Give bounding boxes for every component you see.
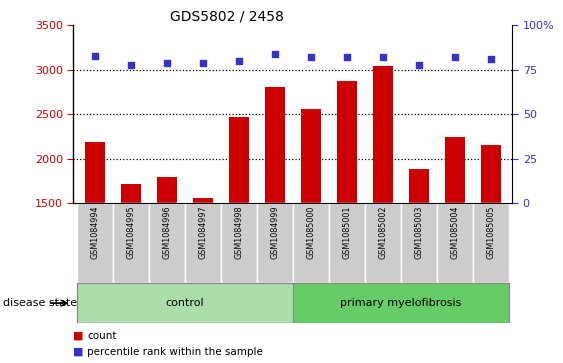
- Bar: [473, 203, 509, 283]
- Bar: [401, 203, 437, 283]
- Bar: [481, 146, 501, 203]
- Bar: [437, 203, 473, 283]
- Bar: [293, 203, 329, 283]
- Text: control: control: [166, 298, 204, 308]
- Bar: [185, 203, 221, 283]
- Bar: [113, 203, 149, 283]
- Text: GSM1084994: GSM1084994: [90, 206, 99, 259]
- Point: [306, 54, 315, 60]
- Point: [162, 60, 171, 66]
- Text: GSM1084995: GSM1084995: [126, 206, 135, 259]
- Point: [414, 62, 423, 68]
- Bar: [329, 203, 365, 283]
- Bar: [193, 198, 213, 203]
- Text: GSM1084996: GSM1084996: [162, 206, 171, 259]
- Text: GSM1084997: GSM1084997: [198, 206, 207, 259]
- Point: [450, 54, 459, 60]
- Text: primary myelofibrosis: primary myelofibrosis: [340, 298, 462, 308]
- Point: [342, 54, 351, 60]
- Point: [198, 60, 207, 66]
- Text: count: count: [87, 331, 117, 341]
- Bar: [157, 178, 177, 203]
- Bar: [121, 184, 141, 203]
- Text: GSM1085005: GSM1085005: [486, 206, 495, 259]
- Text: GSM1085004: GSM1085004: [450, 206, 459, 259]
- Bar: [229, 117, 249, 203]
- Bar: [85, 142, 105, 203]
- Bar: [257, 203, 293, 283]
- Point: [378, 54, 387, 60]
- Bar: [293, 283, 509, 323]
- Bar: [265, 87, 285, 203]
- Point: [126, 62, 135, 68]
- Bar: [77, 283, 293, 323]
- Text: GSM1084998: GSM1084998: [234, 206, 243, 259]
- Bar: [365, 203, 401, 283]
- Text: GDS5802 / 2458: GDS5802 / 2458: [170, 9, 284, 23]
- Bar: [301, 109, 321, 203]
- Point: [486, 56, 495, 62]
- Text: GSM1084999: GSM1084999: [270, 206, 279, 259]
- Bar: [77, 203, 113, 283]
- Text: ■: ■: [73, 331, 84, 341]
- Text: GSM1085001: GSM1085001: [342, 206, 351, 259]
- Bar: [337, 81, 356, 203]
- Bar: [409, 170, 428, 203]
- Text: GSM1085000: GSM1085000: [306, 206, 315, 259]
- Text: GSM1085002: GSM1085002: [378, 206, 387, 259]
- Text: disease state: disease state: [3, 298, 77, 308]
- Text: GSM1085003: GSM1085003: [414, 206, 423, 259]
- Bar: [221, 203, 257, 283]
- Bar: [149, 203, 185, 283]
- Text: percentile rank within the sample: percentile rank within the sample: [87, 347, 263, 357]
- Bar: [445, 138, 464, 203]
- Point: [90, 53, 99, 58]
- Text: ■: ■: [73, 347, 84, 357]
- Bar: [373, 66, 392, 203]
- Point: [234, 58, 243, 64]
- Point: [270, 51, 279, 57]
